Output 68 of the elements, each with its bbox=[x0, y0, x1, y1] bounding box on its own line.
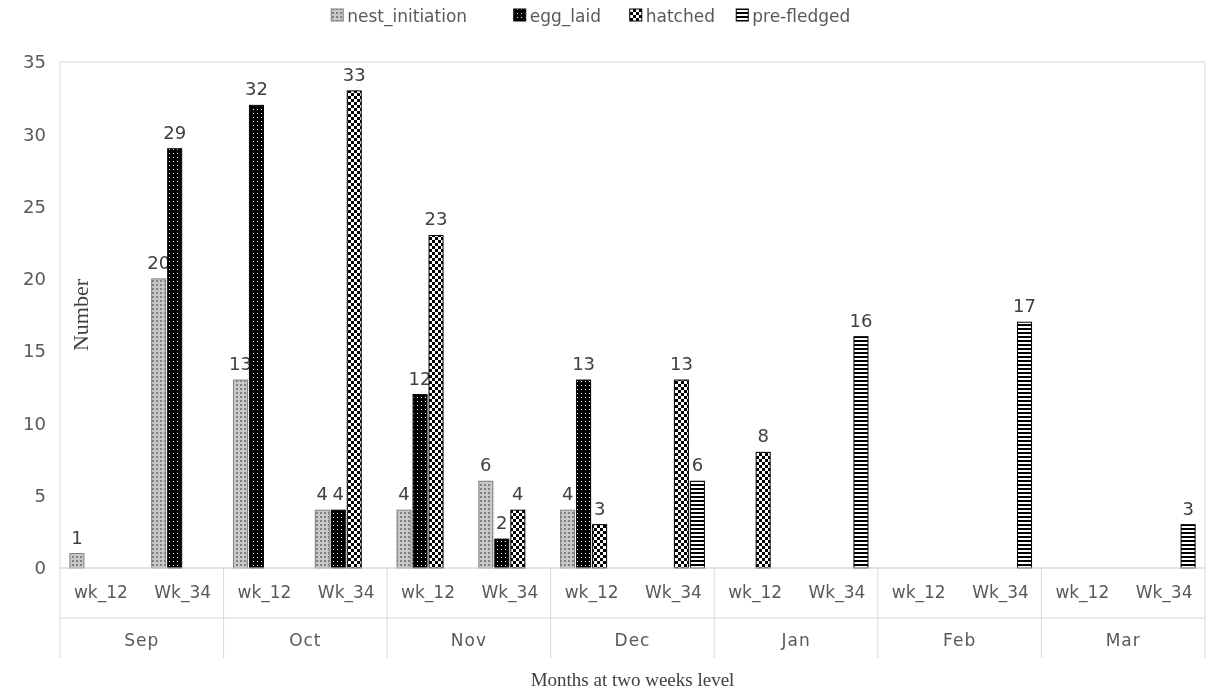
legend-label: nest_initiation bbox=[347, 5, 468, 27]
data-label: 13 bbox=[572, 353, 596, 375]
y-tick-label: 20 bbox=[23, 268, 46, 290]
bar bbox=[314, 509, 330, 569]
x-tick-label: Wk_34 bbox=[644, 582, 702, 603]
x-tick-label: Wk_34 bbox=[317, 582, 375, 603]
data-label: 8 bbox=[757, 425, 769, 447]
x-tick-label: wk_12 bbox=[1055, 582, 1110, 603]
y-tick-label: 30 bbox=[23, 123, 46, 145]
text: Sep bbox=[124, 630, 160, 650]
data-label: 6 bbox=[691, 454, 704, 476]
x-tick-label: wk_12 bbox=[891, 582, 946, 603]
x-tick-label: wk_12 bbox=[564, 582, 619, 603]
bar bbox=[1017, 321, 1033, 569]
y-tick-label: 15 bbox=[23, 340, 46, 362]
bar bbox=[396, 509, 412, 569]
bar bbox=[167, 148, 183, 569]
bar bbox=[151, 278, 167, 569]
data-label: 4 bbox=[512, 483, 524, 505]
text: Jan bbox=[780, 630, 811, 650]
y-tick-label: 35 bbox=[23, 51, 46, 73]
y-tick-label: 10 bbox=[23, 412, 46, 434]
bar bbox=[560, 509, 576, 569]
data-label: 2 bbox=[496, 512, 508, 534]
x-tick-label: Wk_34 bbox=[808, 582, 866, 603]
x-tick-label: Wk_34 bbox=[1135, 582, 1193, 603]
data-label: 32 bbox=[245, 78, 268, 100]
data-label: 23 bbox=[424, 208, 448, 230]
data-label: 33 bbox=[342, 63, 366, 85]
data-label: 29 bbox=[163, 121, 187, 143]
x-axis-title: Months at two weeks level bbox=[530, 669, 735, 690]
x-tick-label: wk_12 bbox=[401, 582, 455, 603]
x-tick-label: wk_12 bbox=[73, 582, 128, 603]
data-label: 1 bbox=[71, 526, 83, 548]
data-label: 3 bbox=[593, 497, 606, 519]
bar bbox=[755, 451, 771, 569]
data-label: 3 bbox=[1182, 497, 1194, 519]
data-label: 16 bbox=[849, 309, 873, 331]
x-tick-label: wk_12 bbox=[728, 582, 783, 603]
x-tick-label: Wk_34 bbox=[154, 582, 212, 603]
bar bbox=[248, 104, 264, 569]
y-tick-label: 0 bbox=[34, 557, 46, 579]
y-tick-label: 5 bbox=[34, 485, 46, 507]
data-label: 4 bbox=[398, 483, 410, 505]
bar bbox=[69, 553, 85, 569]
bar bbox=[478, 480, 494, 569]
data-label: 6 bbox=[480, 454, 492, 476]
legend-label: hatched bbox=[645, 5, 715, 26]
text: Dec bbox=[614, 630, 651, 650]
data-label: 13 bbox=[669, 353, 693, 375]
x-tick-label: Wk_34 bbox=[972, 582, 1029, 603]
bar bbox=[232, 379, 248, 569]
x-tick-label: Wk_34 bbox=[481, 582, 539, 603]
y-tick-label: 25 bbox=[23, 195, 46, 217]
x-tick-label: wk_12 bbox=[237, 582, 292, 603]
y-axis-title: Number bbox=[68, 278, 93, 352]
data-label: 4 bbox=[332, 483, 344, 505]
legend-label: egg_laid bbox=[529, 5, 601, 27]
text: Oct bbox=[289, 630, 322, 650]
text: Feb bbox=[943, 630, 977, 650]
text: Mar bbox=[1105, 630, 1141, 650]
text: Nov bbox=[450, 630, 488, 650]
bar bbox=[853, 336, 869, 569]
data-label: 17 bbox=[1013, 295, 1036, 317]
data-label: 4 bbox=[316, 483, 328, 505]
bar bbox=[1180, 524, 1196, 569]
data-label: 4 bbox=[561, 483, 574, 505]
legend-label: pre-fledged bbox=[752, 5, 851, 26]
